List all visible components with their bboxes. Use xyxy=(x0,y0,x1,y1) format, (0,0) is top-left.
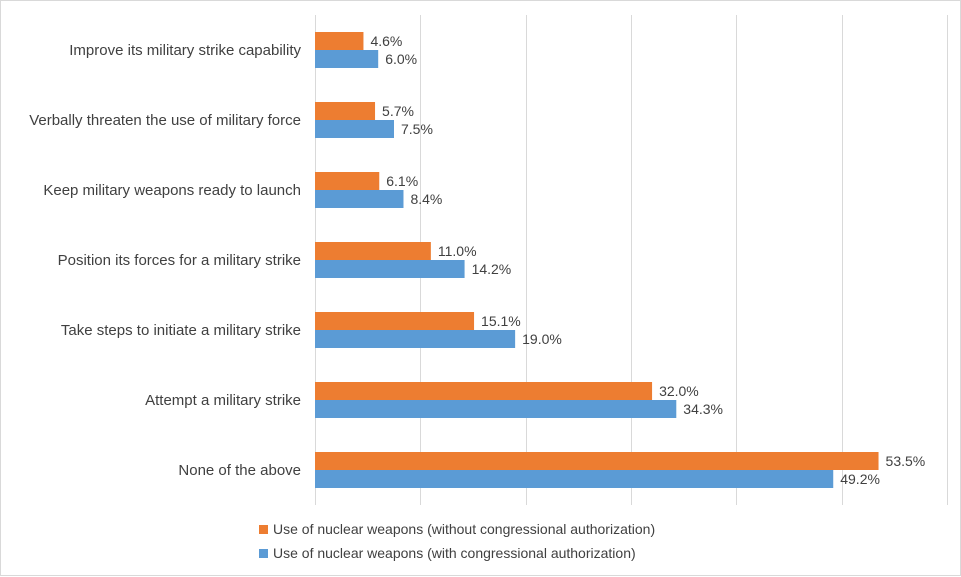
category-label: Verbally threaten the use of military fo… xyxy=(29,112,301,129)
category-label: None of the above xyxy=(178,462,301,479)
bar xyxy=(315,190,404,208)
bar xyxy=(315,260,465,278)
legend-swatch xyxy=(259,549,268,558)
bar xyxy=(315,50,379,68)
data-label: 5.7% xyxy=(382,103,414,119)
legend-label: Use of nuclear weapons (with congression… xyxy=(273,545,636,561)
bar xyxy=(315,400,677,418)
category-label: Keep military weapons ready to launch xyxy=(43,182,301,199)
bar xyxy=(315,32,364,50)
category-label: Improve its military strike capability xyxy=(69,42,301,59)
data-label: 32.0% xyxy=(659,383,699,399)
bar xyxy=(315,120,394,138)
bar xyxy=(315,470,834,488)
legend: Use of nuclear weapons (without congress… xyxy=(259,521,655,561)
legend-label: Use of nuclear weapons (without congress… xyxy=(273,521,655,537)
legend-swatch xyxy=(259,525,268,534)
data-label: 11.0% xyxy=(438,243,477,259)
bar xyxy=(315,312,475,330)
category-label: Position its forces for a military strik… xyxy=(58,252,301,269)
category-label: Take steps to initiate a military strike xyxy=(61,322,301,339)
data-label: 6.0% xyxy=(385,51,417,67)
data-label: 8.4% xyxy=(410,191,442,207)
data-label: 53.5% xyxy=(886,453,926,469)
category-label: Attempt a military strike xyxy=(145,392,301,409)
data-label: 7.5% xyxy=(401,121,433,137)
gridlines xyxy=(315,15,948,505)
labels: Improve its military strike capability 4.… xyxy=(29,33,925,487)
data-label: 19.0% xyxy=(522,331,562,347)
bar xyxy=(315,242,431,260)
bars xyxy=(315,32,879,488)
bar xyxy=(315,102,376,120)
bar xyxy=(315,172,380,190)
data-label: 4.6% xyxy=(370,33,402,49)
bar xyxy=(315,452,879,470)
data-label: 49.2% xyxy=(840,471,880,487)
bar xyxy=(315,382,653,400)
data-label: 15.1% xyxy=(481,313,521,329)
bar xyxy=(315,330,516,348)
data-label: 14.2% xyxy=(472,261,512,277)
data-label: 34.3% xyxy=(683,401,723,417)
data-label: 6.1% xyxy=(386,173,418,189)
